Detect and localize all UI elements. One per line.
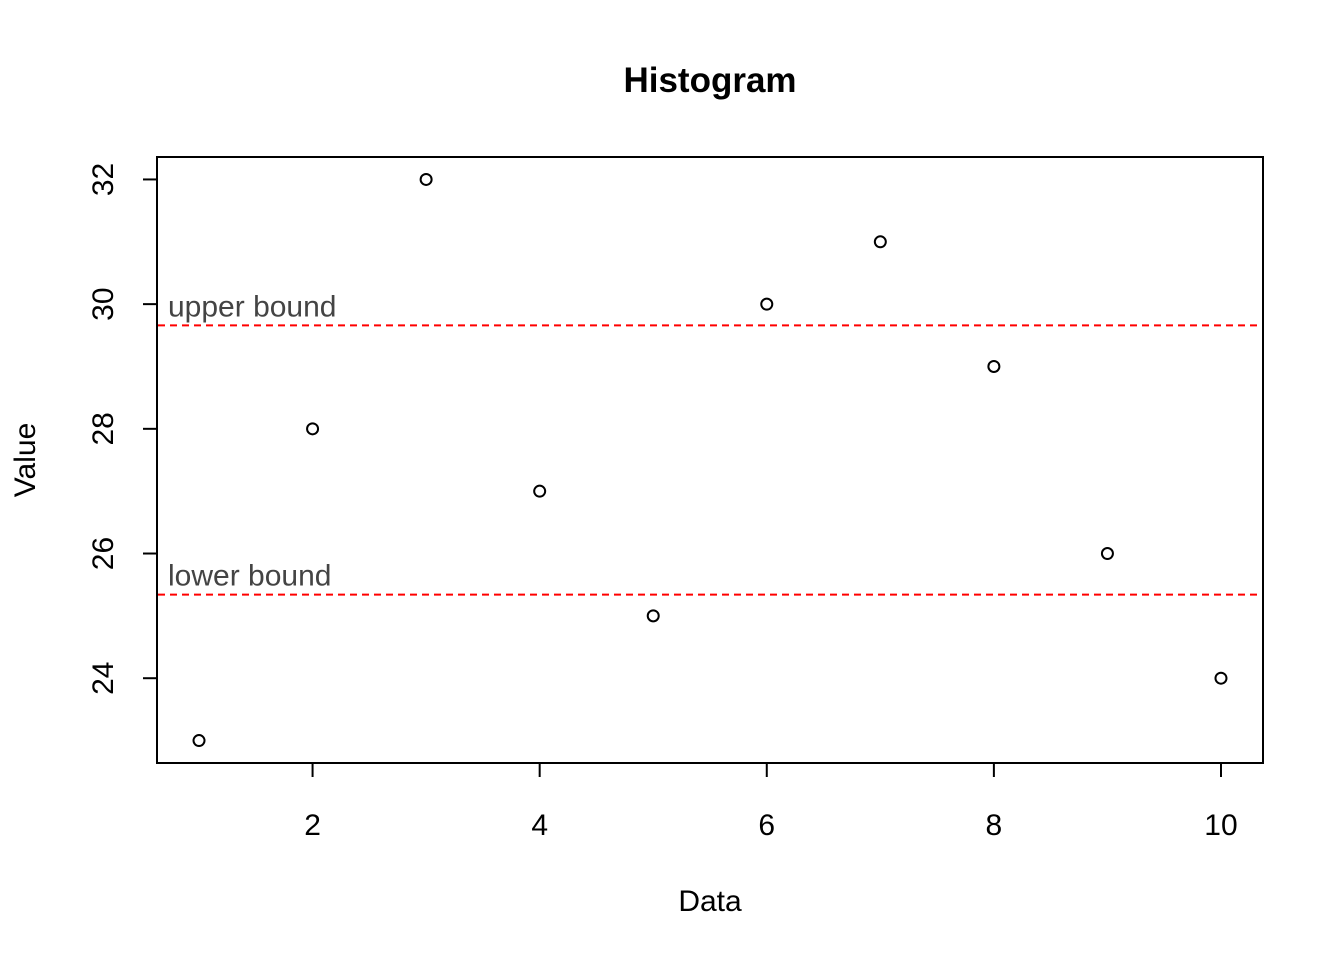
data-point xyxy=(987,359,1001,373)
y-axis-label: Value xyxy=(9,423,42,498)
x-tick-label: 4 xyxy=(531,809,548,842)
data-point xyxy=(1214,671,1228,685)
data-point xyxy=(419,172,433,186)
y-tick-label: 32 xyxy=(87,163,120,196)
data-points xyxy=(192,172,1228,748)
x-tick-label: 6 xyxy=(758,809,775,842)
data-point xyxy=(1100,547,1114,561)
data-point xyxy=(646,609,660,623)
x-axis: 2 4 6 8 10 xyxy=(304,762,1238,842)
data-point xyxy=(533,484,547,498)
chart-title: Histogram xyxy=(623,61,796,100)
reference-lines: upper bound lower bound xyxy=(158,290,1262,596)
y-tick-label: 26 xyxy=(87,537,120,570)
lower-bound-label: lower bound xyxy=(168,560,331,593)
y-tick-label: 24 xyxy=(87,662,120,695)
y-axis: 24 26 28 30 32 xyxy=(87,163,158,695)
y-tick-label: 30 xyxy=(87,287,120,320)
x-tick-label: 8 xyxy=(986,809,1003,842)
data-point xyxy=(306,422,320,436)
x-tick-label: 10 xyxy=(1204,809,1237,842)
x-tick-label: 2 xyxy=(304,809,321,842)
data-point xyxy=(760,297,774,311)
upper-bound-label: upper bound xyxy=(168,290,337,323)
x-axis-label: Data xyxy=(678,885,742,918)
plot-frame xyxy=(156,156,1264,764)
data-point xyxy=(192,734,206,748)
y-tick-label: 28 xyxy=(87,412,120,445)
data-point xyxy=(873,235,887,249)
